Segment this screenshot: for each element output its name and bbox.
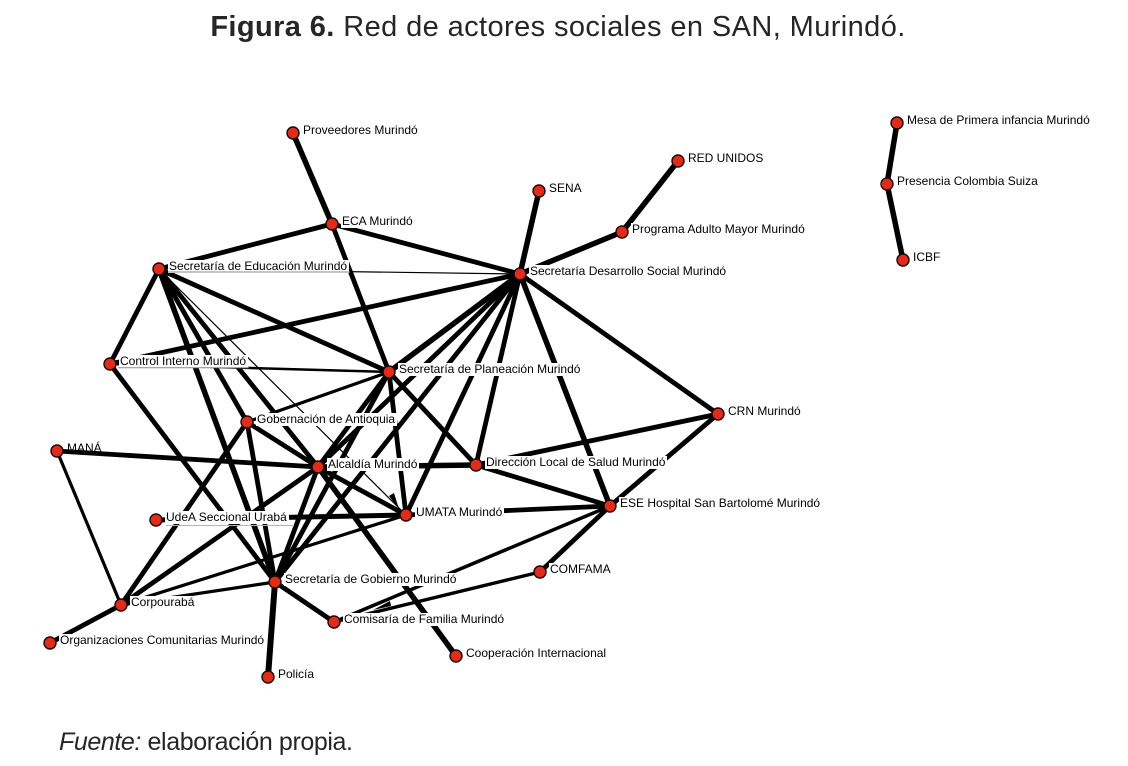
- svg-text:SENA: SENA: [549, 181, 582, 195]
- svg-text:COMFAMA: COMFAMA: [550, 562, 611, 576]
- svg-text:ICBF: ICBF: [913, 250, 940, 264]
- svg-text:Control Interno Murindó: Control Interno Murindó: [120, 354, 246, 368]
- svg-text:Policía: Policía: [278, 667, 314, 681]
- svg-text:Corpourabá: Corpourabá: [131, 595, 195, 609]
- svg-text:RED UNIDOS: RED UNIDOS: [688, 151, 763, 165]
- svg-text:UMATA Murindó: UMATA Murindó: [416, 505, 503, 519]
- svg-text:Gobernación de Antioquia: Gobernación de Antioquia: [257, 412, 395, 426]
- svg-text:Dirección Local de Salud Murin: Dirección Local de Salud Murindó: [486, 455, 666, 469]
- svg-text:Programa Adulto Mayor Murindó: Programa Adulto Mayor Murindó: [632, 222, 805, 236]
- svg-text:Secretaría Desarrollo Social M: Secretaría Desarrollo Social Murindó: [530, 264, 726, 278]
- svg-text:Secretaría de Gobierno Murindó: Secretaría de Gobierno Murindó: [285, 572, 457, 586]
- svg-text:Alcaldía Murindó: Alcaldía Murindó: [328, 457, 418, 471]
- svg-text:Cooperación Internacional: Cooperación Internacional: [466, 646, 606, 660]
- svg-text:ECA Murindó: ECA Murindó: [342, 214, 413, 228]
- svg-text:UdeA Seccional Urabá: UdeA Seccional Urabá: [166, 510, 287, 524]
- svg-text:Proveedores Murindó: Proveedores Murindó: [303, 123, 418, 137]
- svg-text:Secretaría de Planeación Murin: Secretaría de Planeación Murindó: [399, 362, 581, 376]
- svg-text:Secretaría de Educación Murind: Secretaría de Educación Murindó: [169, 259, 347, 273]
- svg-text:ESE Hospital San Bartolomé Mur: ESE Hospital San Bartolomé Murindó: [620, 496, 820, 510]
- svg-text:Mesa de Primera infancia Murin: Mesa de Primera infancia Murindó: [907, 113, 1090, 127]
- svg-text:Comisaría de Familia Murindó: Comisaría de Familia Murindó: [344, 612, 504, 626]
- svg-text:Organizaciones Comunitarias Mu: Organizaciones Comunitarias Murindó: [60, 633, 264, 647]
- svg-text:Presencia Colombia Suiza: Presencia Colombia Suiza: [897, 174, 1038, 188]
- svg-text:CRN Murindó: CRN Murindó: [728, 404, 801, 418]
